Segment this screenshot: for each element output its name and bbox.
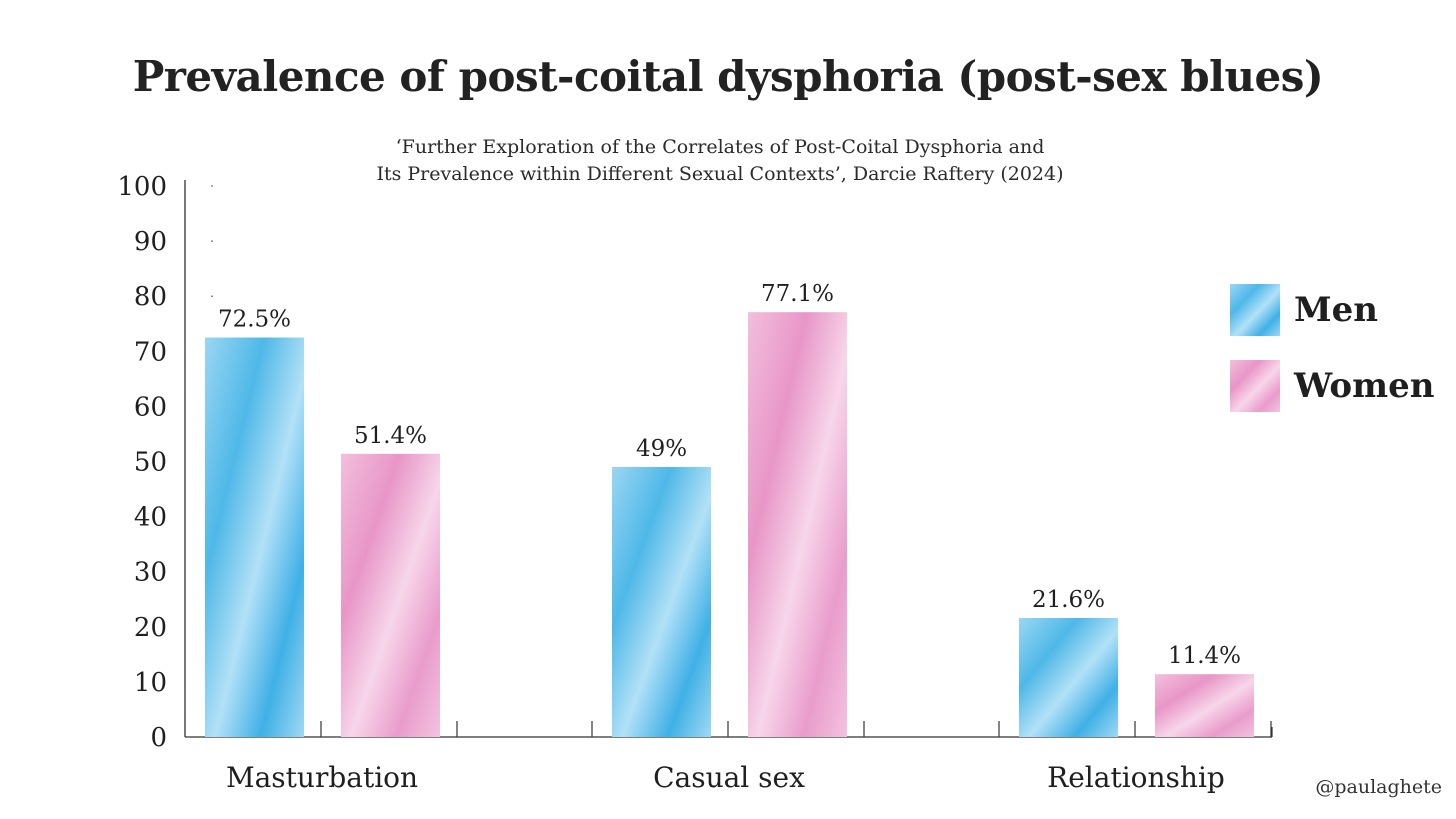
- legend-item-women: Women: [1230, 360, 1434, 412]
- subtitle-line-1: ‘Further Exploration of the Correlates o…: [395, 136, 1045, 158]
- y-tick-label: 90: [134, 227, 167, 257]
- bar-men-relationship: [1019, 617, 1118, 737]
- chart-subtitle: ‘Further Exploration of the Correlates o…: [300, 134, 1140, 188]
- bar-value-label: 72.5%: [218, 307, 291, 333]
- axes: 0 10 20 30 40 50 60 70 80 90 100: [117, 172, 1273, 753]
- bar-women-casual-sex: [748, 312, 847, 737]
- y-tick-label: 10: [134, 668, 167, 698]
- bar-men-masturbation: [205, 337, 304, 737]
- labels: Masturbation Casual sex Relationship 72.5% 4…: [218, 281, 1241, 794]
- y-tick-label: 0: [150, 723, 167, 753]
- bar-value-label: 49%: [636, 436, 687, 462]
- legend-swatch-men: [1230, 284, 1280, 336]
- legend-item-men: Men: [1230, 284, 1434, 336]
- y-tick-label: 70: [134, 337, 167, 367]
- y-tick-label: 60: [134, 392, 167, 422]
- y-tick-label: 20: [134, 613, 167, 643]
- bar-women-relationship: [1155, 674, 1254, 737]
- y-tick-label: 40: [134, 503, 167, 533]
- y-tick-label: 80: [134, 282, 167, 312]
- legend-label-women: Women: [1294, 366, 1435, 406]
- credit-handle: @paulaghete: [1315, 776, 1442, 798]
- x-category-label: Masturbation: [226, 761, 418, 794]
- legend: Men Women: [1230, 284, 1434, 436]
- bar-value-label: 21.6%: [1032, 587, 1105, 613]
- y-tick-label: 100: [117, 172, 167, 202]
- bar-women-masturbation: [341, 453, 440, 737]
- y-tick-label: 50: [134, 448, 167, 478]
- bar-value-label: 51.4%: [354, 423, 427, 449]
- chart-title: Prevalence of post-coital dysphoria (pos…: [132, 52, 1324, 101]
- legend-swatch-women: [1230, 360, 1280, 412]
- legend-label-men: Men: [1294, 290, 1378, 330]
- x-category-label: Casual sex: [653, 761, 805, 794]
- bars: [205, 312, 1254, 737]
- bar-value-label: 77.1%: [761, 281, 834, 307]
- bar-men-casual-sex: [612, 467, 711, 737]
- subtitle-line-2: Its Prevalence within Different Sexual C…: [376, 163, 1064, 185]
- y-tick-label: 30: [134, 558, 167, 588]
- bar-value-label: 11.4%: [1168, 643, 1241, 669]
- x-category-label: Relationship: [1047, 761, 1225, 794]
